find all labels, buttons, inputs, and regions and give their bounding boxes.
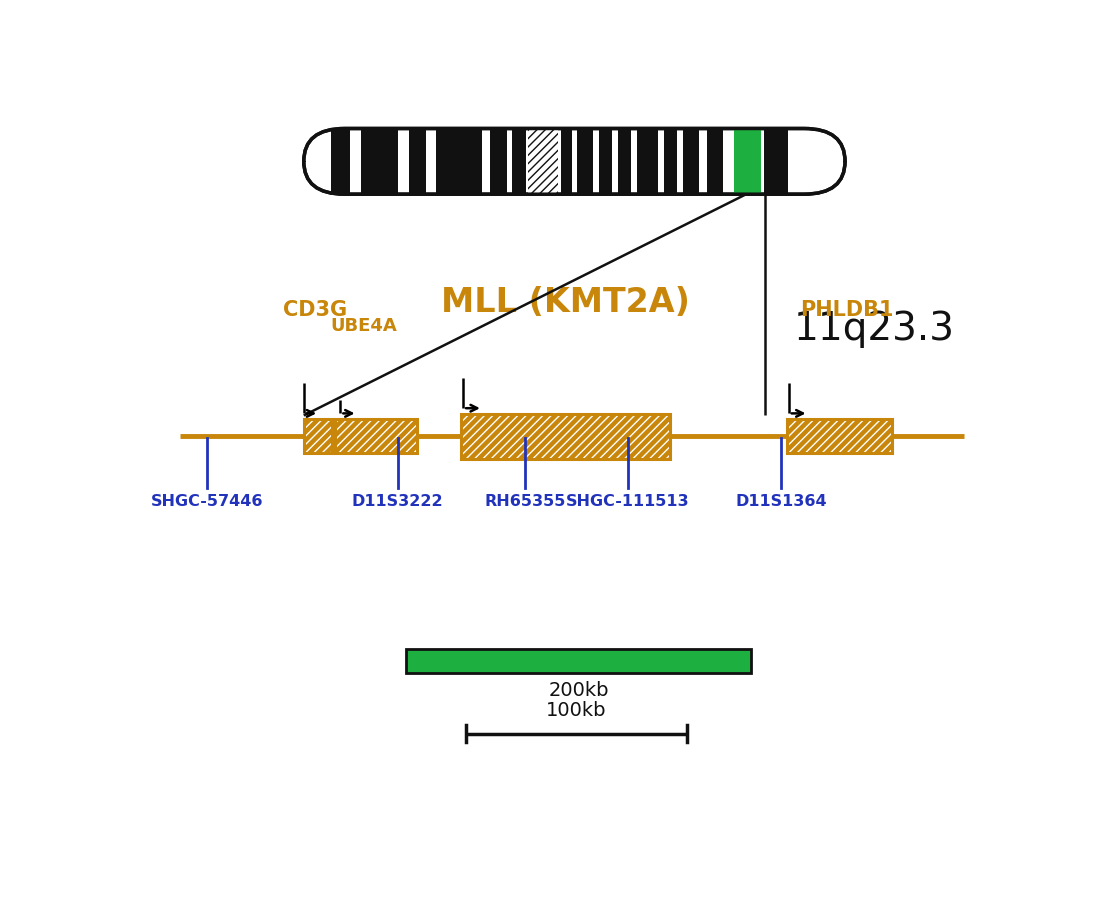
Bar	[683, 128, 698, 194]
Bar	[491, 128, 507, 194]
Bar	[734, 128, 761, 194]
Bar	[331, 128, 350, 194]
Bar	[663, 128, 678, 194]
Bar	[763, 128, 789, 194]
Text: 11q23.3: 11q23.3	[794, 310, 955, 348]
Bar	[462, 414, 670, 459]
Text: D11S1364: D11S1364	[735, 494, 827, 508]
Bar	[409, 128, 426, 194]
Bar	[578, 128, 593, 194]
Text: MLL (KMT2A): MLL (KMT2A)	[441, 286, 690, 319]
Bar	[528, 128, 558, 194]
Bar	[788, 418, 892, 453]
Bar	[304, 418, 332, 453]
Bar	[462, 414, 670, 459]
Bar	[637, 128, 658, 194]
Text: CD3G: CD3G	[283, 300, 346, 320]
Bar	[528, 128, 558, 194]
Bar	[304, 418, 332, 453]
Bar	[788, 418, 892, 453]
Text: SHGC-57446: SHGC-57446	[151, 494, 264, 508]
Text: 200kb: 200kb	[549, 682, 609, 700]
Bar	[513, 128, 526, 194]
Text: SHGC-111513: SHGC-111513	[565, 494, 690, 508]
Text: RH65355: RH65355	[485, 494, 566, 508]
Bar	[462, 414, 670, 459]
Bar	[406, 649, 751, 673]
Bar	[707, 128, 724, 194]
Bar	[336, 418, 417, 453]
Bar	[598, 128, 613, 194]
FancyBboxPatch shape	[304, 128, 845, 194]
Bar	[788, 418, 892, 453]
Bar	[437, 128, 483, 194]
Bar	[361, 128, 398, 194]
Bar	[561, 128, 572, 194]
Text: UBE4A: UBE4A	[330, 317, 397, 335]
Bar	[618, 128, 631, 194]
Bar	[304, 418, 332, 453]
Text: 100kb: 100kb	[547, 700, 607, 719]
Text: D11S3222: D11S3222	[352, 494, 443, 508]
Bar	[336, 418, 417, 453]
Bar	[336, 418, 417, 453]
Text: PHLDB1: PHLDB1	[800, 300, 893, 320]
